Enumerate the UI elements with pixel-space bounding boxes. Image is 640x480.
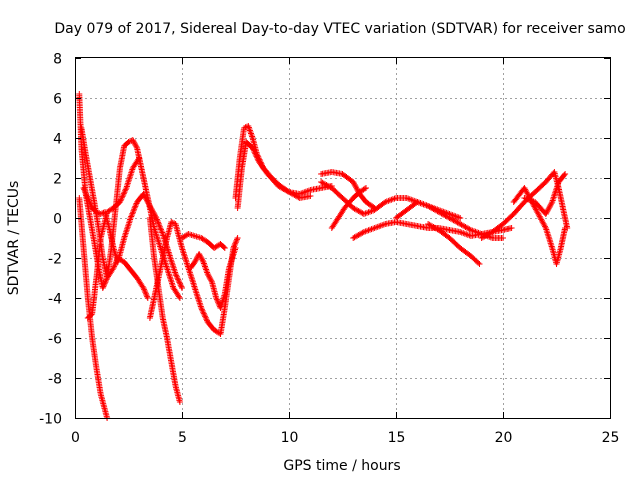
- point-markers: [187, 245, 239, 311]
- series-track-d: [80, 185, 185, 291]
- axis-ticks: 0 5 10 15 20 25 -10 -8 -6 -4 -2 0 2 4 6 8: [39, 52, 619, 447]
- x-tick-label: 10: [281, 430, 299, 446]
- x-tick-label: 25: [602, 430, 620, 446]
- series-track-o: [328, 185, 369, 231]
- point-markers: [84, 155, 143, 321]
- x-axis-label: GPS time / hours: [283, 458, 400, 474]
- point-markers: [76, 195, 111, 421]
- chart-title: Day 079 of 2017, Sidereal Day-to-day VTE…: [54, 21, 625, 37]
- point-markers: [80, 185, 185, 291]
- y-tick-label: -6: [48, 332, 62, 348]
- series-track-l: [234, 139, 314, 211]
- series-track-i: [179, 235, 241, 337]
- x-tick-label: 5: [178, 430, 187, 446]
- series-track-r: [425, 221, 483, 267]
- y-axis-label: SDTVAR / TECUs: [6, 181, 22, 296]
- series-track-h: [179, 231, 228, 251]
- x-tick-label: 0: [71, 430, 80, 446]
- point-markers: [425, 221, 483, 267]
- y-tick-label: -4: [48, 292, 62, 308]
- y-tick-label: 0: [53, 212, 62, 228]
- series-track-e: [84, 155, 143, 321]
- point-markers: [179, 231, 228, 251]
- y-tick-label: -10: [39, 412, 62, 428]
- series-track-s: [478, 169, 571, 241]
- grid: [75, 58, 610, 418]
- point-markers: [521, 171, 569, 217]
- x-tick-label: 20: [495, 430, 513, 446]
- y-tick-label: -8: [48, 372, 62, 388]
- series-track-a: [76, 195, 111, 421]
- y-tick-label: 2: [53, 172, 62, 188]
- point-markers: [146, 219, 185, 321]
- y-tick-label: 6: [53, 92, 62, 108]
- plot-frame: [75, 57, 611, 419]
- series-track-j: [187, 245, 239, 311]
- point-markers: [328, 185, 369, 231]
- y-tick-label: -2: [48, 252, 62, 268]
- y-tick-label: 4: [53, 132, 62, 148]
- point-markers: [234, 139, 314, 211]
- point-markers: [478, 169, 571, 241]
- data-series: [76, 91, 571, 421]
- x-tick-label: 15: [388, 430, 406, 446]
- point-markers: [393, 199, 506, 241]
- series-track-q: [393, 199, 506, 241]
- y-tick-label: 8: [53, 52, 62, 68]
- series-track-u: [521, 171, 569, 217]
- series-track-g: [146, 219, 185, 321]
- point-markers: [179, 235, 241, 337]
